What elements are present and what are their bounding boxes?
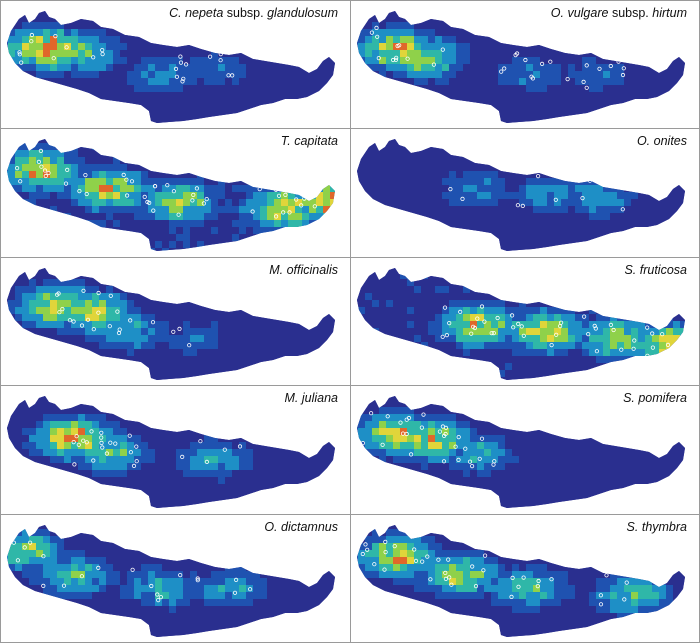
- species-label: O. dictamnus: [264, 521, 338, 534]
- suitability-raster: [1, 386, 350, 513]
- species-label: S. pomifera: [623, 392, 687, 405]
- distribution-map: [351, 386, 700, 513]
- label-species: officinalis: [287, 263, 338, 277]
- species-label: T. capitata: [281, 135, 338, 148]
- label-genus: O.: [264, 520, 277, 534]
- map-panel-o-dictamnus: O. dictamnus: [0, 515, 350, 643]
- label-genus: S.: [624, 263, 636, 277]
- label-genus: O.: [637, 134, 650, 148]
- label-species: dictamnus: [281, 520, 338, 534]
- map-panel-t-capitata: T. capitata: [0, 129, 350, 257]
- distribution-map: [351, 1, 700, 128]
- suitability-raster: [1, 258, 350, 385]
- distribution-map: [1, 515, 350, 642]
- map-panel-o-vulgare: O. vulgare subsp. hirtum: [350, 1, 700, 129]
- map-panel-c-nepeta: C. nepeta subsp. glandulosum: [0, 1, 350, 129]
- label-species: fruticosa: [640, 263, 687, 277]
- suitability-raster: [351, 258, 700, 385]
- map-panel-s-fruticosa: S. fruticosa: [350, 258, 700, 386]
- label-genus: M.: [284, 391, 298, 405]
- label-genus: T.: [281, 134, 291, 148]
- map-panel-s-pomifera: S. pomifera: [350, 386, 700, 514]
- label-genus: C.: [169, 6, 182, 20]
- suitability-raster: [351, 386, 700, 513]
- suitability-raster: [351, 129, 700, 256]
- suitability-raster: [351, 515, 700, 642]
- species-label: M. juliana: [284, 392, 338, 405]
- label-infra: glandulosum: [267, 6, 338, 20]
- species-label: M. officinalis: [269, 264, 338, 277]
- occurrence-point: [313, 188, 316, 191]
- suitability-raster: [351, 1, 700, 128]
- label-genus: O.: [551, 6, 564, 20]
- label-genus: M.: [269, 263, 283, 277]
- label-rank: subsp.: [227, 6, 264, 20]
- label-infra: hirtum: [652, 6, 687, 20]
- distribution-map: [1, 129, 350, 256]
- occurrence-point: [232, 50, 235, 53]
- label-genus: S.: [627, 520, 639, 534]
- species-label: O. onites: [637, 135, 687, 148]
- map-panel-m-officinalis: M. officinalis: [0, 258, 350, 386]
- label-species: vulgare: [567, 6, 608, 20]
- distribution-map: [1, 258, 350, 385]
- map-panel-o-onites: O. onites: [350, 129, 700, 257]
- occurrence-point: [612, 176, 615, 179]
- distribution-map: [351, 258, 700, 385]
- occurrence-point: [222, 48, 225, 51]
- label-species: onites: [654, 134, 687, 148]
- label-species: nepeta: [185, 6, 223, 20]
- label-species: juliana: [302, 391, 338, 405]
- map-panel-s-thymbra: S. thymbra: [350, 515, 700, 643]
- distribution-map: [351, 515, 700, 642]
- suitability-raster: [1, 1, 350, 128]
- distribution-map: [1, 386, 350, 513]
- species-label: O. vulgare subsp. hirtum: [551, 7, 687, 20]
- label-species: capitata: [294, 134, 338, 148]
- occurrence-point: [305, 187, 308, 190]
- label-rank: subsp.: [612, 6, 649, 20]
- distribution-map: [1, 1, 350, 128]
- label-species: pomifera: [638, 391, 687, 405]
- suitability-raster: [1, 129, 350, 256]
- species-label: C. nepeta subsp. glandulosum: [169, 7, 338, 20]
- species-label: S. thymbra: [627, 521, 687, 534]
- label-species: thymbra: [642, 520, 687, 534]
- species-label: S. fruticosa: [624, 264, 687, 277]
- map-panel-m-juliana: M. juliana: [0, 386, 350, 514]
- distribution-map: [351, 129, 700, 256]
- occurrence-point: [667, 356, 670, 359]
- label-genus: S.: [623, 391, 635, 405]
- suitability-raster: [1, 515, 350, 642]
